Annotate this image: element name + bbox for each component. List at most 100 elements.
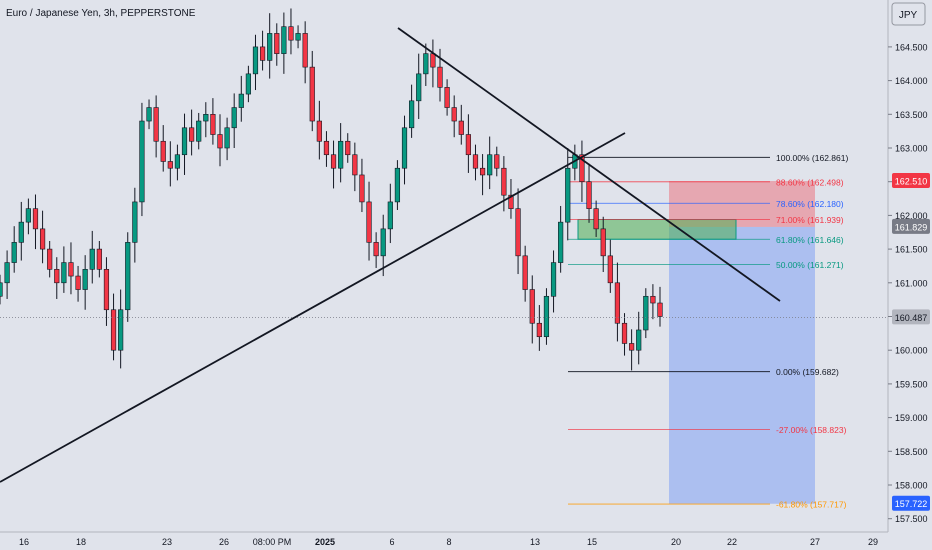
- candle-body: [146, 107, 152, 122]
- candle-body: [643, 295, 649, 331]
- candle-body: [330, 154, 337, 169]
- candle-body: [32, 208, 39, 230]
- candle-body: [465, 134, 471, 156]
- candle-body: [210, 114, 216, 135]
- candle-body: [543, 295, 550, 338]
- y-tick-label: 159.500: [895, 379, 928, 389]
- candle-body: [259, 46, 266, 61]
- position-tool[interactable]: [669, 181, 815, 504]
- x-tick-label: 8: [446, 537, 451, 547]
- candle-body: [103, 269, 110, 311]
- candle-body: [614, 282, 621, 324]
- candle-body: [75, 275, 81, 290]
- candle-body: [61, 262, 67, 284]
- price-badge-label: 161.829: [895, 222, 928, 232]
- candle-body: [423, 53, 429, 75]
- candle-body: [621, 322, 628, 344]
- candle-body: [231, 107, 237, 129]
- candle-body: [288, 26, 294, 41]
- candle-body: [167, 161, 173, 169]
- candle-body: [110, 309, 117, 351]
- candle-body: [302, 33, 308, 68]
- candle-body: [558, 221, 564, 263]
- candle-body: [444, 87, 450, 108]
- candle-body: [536, 322, 542, 338]
- candle-body: [11, 242, 17, 263]
- candle-body: [359, 174, 365, 203]
- x-tick-label: 27: [810, 537, 820, 547]
- candle-body: [196, 120, 202, 142]
- y-tick-label: 162.000: [895, 211, 928, 221]
- x-tick-label: 15: [587, 537, 597, 547]
- candle-body: [416, 73, 422, 102]
- y-tick-label: 163.500: [895, 110, 928, 120]
- candle-body: [252, 46, 259, 75]
- candle-body: [501, 167, 507, 196]
- candle-body: [387, 201, 393, 230]
- candle-body: [295, 33, 301, 41]
- trendlines[interactable]: [0, 27, 781, 483]
- candle-body: [345, 140, 351, 156]
- candle-body: [316, 120, 322, 142]
- fib-label: 88.60% (162.498): [776, 177, 844, 187]
- candle-body: [479, 167, 486, 176]
- candle-body: [54, 269, 60, 284]
- x-tick-label: 13: [530, 537, 540, 547]
- candle-body: [515, 208, 521, 257]
- candle-body: [96, 248, 102, 270]
- candle-body: [508, 194, 514, 209]
- y-tick-label: 164.500: [895, 42, 928, 52]
- candle-body: [373, 242, 379, 257]
- fib-label: 0.00% (159.682): [776, 367, 839, 377]
- y-tick-label: 159.000: [895, 413, 928, 423]
- candle-body: [25, 208, 31, 223]
- candle-body: [281, 26, 287, 54]
- x-tick-label: 29: [868, 537, 878, 547]
- candle-body: [323, 140, 330, 156]
- y-tick-label: 158.000: [895, 481, 928, 491]
- candle-body: [366, 201, 372, 243]
- falling-trendline[interactable]: [397, 27, 781, 302]
- candle-body: [430, 53, 436, 68]
- x-tick-label: 22: [727, 537, 737, 547]
- candle-body: [586, 181, 592, 209]
- candle-body: [39, 228, 46, 250]
- candle-body: [203, 114, 209, 122]
- candle-body: [529, 289, 535, 324]
- candle-body: [160, 140, 166, 162]
- fib-label: 78.60% (162.180): [776, 199, 844, 209]
- fib-label: 71.00% (161.939): [776, 215, 844, 225]
- candle-body: [217, 134, 223, 149]
- candle-body: [338, 140, 344, 169]
- price-badge: [892, 218, 930, 234]
- price-badge: [892, 495, 930, 511]
- symbol-title: Euro / Japanese Yen, 3h, PEPPERSTONE: [6, 8, 196, 19]
- candle-body: [629, 343, 635, 351]
- y-tick-label: 164.000: [895, 76, 928, 86]
- candle-body: [352, 154, 358, 176]
- candle-body: [245, 73, 251, 95]
- candle-body: [409, 100, 415, 129]
- price-badge: [892, 309, 930, 325]
- currency-button[interactable]: [891, 2, 926, 26]
- candle-body: [472, 154, 479, 169]
- candle-body: [189, 127, 195, 142]
- candle-body: [181, 127, 188, 156]
- candle-body: [636, 329, 642, 351]
- fib-retracement[interactable]: 100.00% (162.861) 88.60% (162.498) 78.60% …: [568, 153, 848, 510]
- candle-body: [68, 262, 74, 277]
- candle-body: [132, 201, 138, 243]
- candle-body: [267, 33, 273, 61]
- candle-body: [394, 167, 401, 203]
- rising-trendline[interactable]: [0, 132, 626, 483]
- candle-body: [0, 282, 3, 297]
- x-tick-label: 18: [76, 537, 86, 547]
- x-tick-label: 20: [671, 537, 681, 547]
- candle-body: [118, 309, 124, 351]
- price-badge-label: 160.487: [895, 313, 928, 323]
- candle-body: [224, 127, 230, 149]
